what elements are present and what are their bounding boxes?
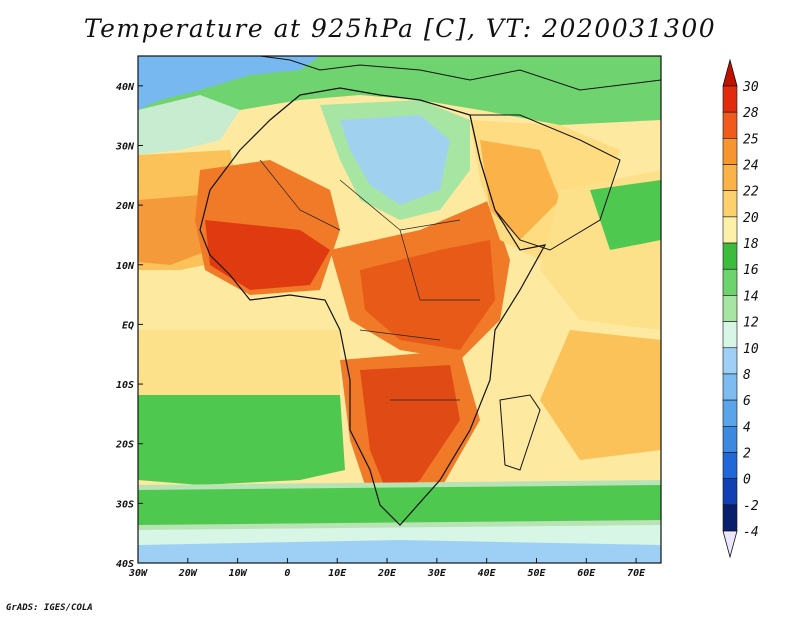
- colorbar-label: 18: [743, 237, 759, 252]
- lon-tick-label: 70E: [627, 568, 646, 579]
- colorbar-swatch: [722, 321, 738, 349]
- south-atlantic-mid: [138, 330, 340, 395]
- lon-tick-label: 20E: [377, 568, 397, 579]
- lon-tick-label: 0: [284, 568, 290, 579]
- map-title: Temperature at 925hPa [C], VT: 202003130…: [83, 14, 717, 43]
- plot-frame: [137, 55, 662, 564]
- lat-tick-label: 10S: [116, 380, 134, 391]
- colorbar-swatch: [722, 138, 738, 165]
- axis-ticks: 30W 20W 10W 0 10E 20E 30E 40E 50E 60E 70E 40N 30N 20N…: [115, 82, 646, 579]
- lat-tick-label: 30N: [115, 141, 135, 152]
- colorbar-swatch: [722, 295, 738, 322]
- lon-tick-label: 10W: [229, 568, 248, 579]
- lat-tick-label: EQ: [122, 320, 134, 331]
- colorbar-label: 25: [743, 132, 759, 147]
- lon-tick-label: 60E: [577, 568, 596, 579]
- arabia-coastline: [469, 114, 621, 251]
- colorbar-swatch: [722, 373, 738, 401]
- colorbar-bottom-arrow: [722, 530, 738, 559]
- colorbar-swatch: [722, 242, 738, 270]
- southern-africa-hot: [360, 365, 460, 500]
- lon-tick-label: 30E: [427, 568, 447, 579]
- colorbar-label: 30: [742, 80, 759, 95]
- colorbar-label: 28: [743, 106, 759, 121]
- colorbar-label: 16: [743, 263, 759, 278]
- lat-tick-label: 20N: [115, 201, 135, 212]
- colorbar-swatch: [722, 268, 738, 296]
- colorbar-label: 12: [743, 316, 759, 331]
- colorbar-label: 8: [743, 368, 751, 383]
- colorbar-label: 4: [743, 420, 751, 435]
- central-africa-hot: [360, 240, 495, 350]
- africa-coastline: [199, 87, 547, 526]
- colorbar-top-arrow: [722, 58, 738, 87]
- lat-tick-label: 30S: [115, 499, 134, 510]
- colorbar-label: 24: [743, 159, 759, 174]
- colorbar-swatch: [722, 478, 738, 506]
- lat-tick-label: 40N: [116, 82, 135, 93]
- lon-tick-label: 30W: [128, 568, 148, 579]
- south-atlantic-cool: [138, 395, 345, 485]
- grads-credit: GrADS: IGES/COLA: [6, 603, 93, 613]
- colorbar-label: 10: [743, 342, 759, 357]
- lon-tick-label: 50E: [527, 568, 546, 579]
- colorbar-swatch: [722, 452, 738, 479]
- colorbar-swatch: [722, 190, 738, 218]
- colorbar-label: 22: [743, 185, 759, 200]
- colorbar-label: -2: [743, 499, 759, 514]
- temperature-field: [138, 56, 661, 563]
- colorbar-label: 0: [743, 473, 751, 488]
- indian-ocean-south-warm: [540, 330, 661, 460]
- guinea-current-warm: [138, 195, 210, 265]
- colorbar-label: 14: [743, 289, 759, 304]
- north-atlantic-cool: [138, 56, 320, 110]
- europe-coastline: [259, 56, 661, 91]
- colorbar-swatch: [722, 85, 738, 113]
- lat-tick-label: 20S: [115, 440, 134, 451]
- colorbar-swatch: [722, 399, 738, 427]
- colorbar-swatch: [722, 216, 738, 244]
- country-borders: [259, 159, 480, 401]
- southern-ocean-blue: [138, 540, 661, 563]
- colorbar-label: -4: [743, 525, 759, 540]
- colorbar-label: 20: [743, 211, 759, 226]
- colorbar-swatch: [722, 504, 738, 532]
- northern-band: [138, 56, 661, 145]
- lon-tick-label: 40E: [478, 568, 497, 579]
- colorbar-label: 2: [743, 446, 751, 461]
- lat-tick-label: 10N: [116, 261, 135, 272]
- colorbar-swatch: [722, 111, 738, 139]
- west-africa-hot: [205, 220, 330, 290]
- lat-tick-label: 40S: [116, 559, 134, 570]
- arabia-warm: [480, 140, 560, 240]
- lon-tick-label: 20W: [178, 568, 198, 579]
- atlantic-pale: [138, 95, 240, 155]
- colorbar-swatch: [722, 164, 738, 192]
- sahara-cool-core: [340, 115, 450, 205]
- lon-tick-label: 10E: [328, 568, 347, 579]
- colorbar-swatch: [722, 347, 738, 375]
- colorbar-label: 6: [743, 394, 751, 409]
- southern-ocean-green: [138, 485, 661, 525]
- colorbar-swatch: [722, 425, 738, 453]
- madagascar-coastline: [499, 394, 541, 471]
